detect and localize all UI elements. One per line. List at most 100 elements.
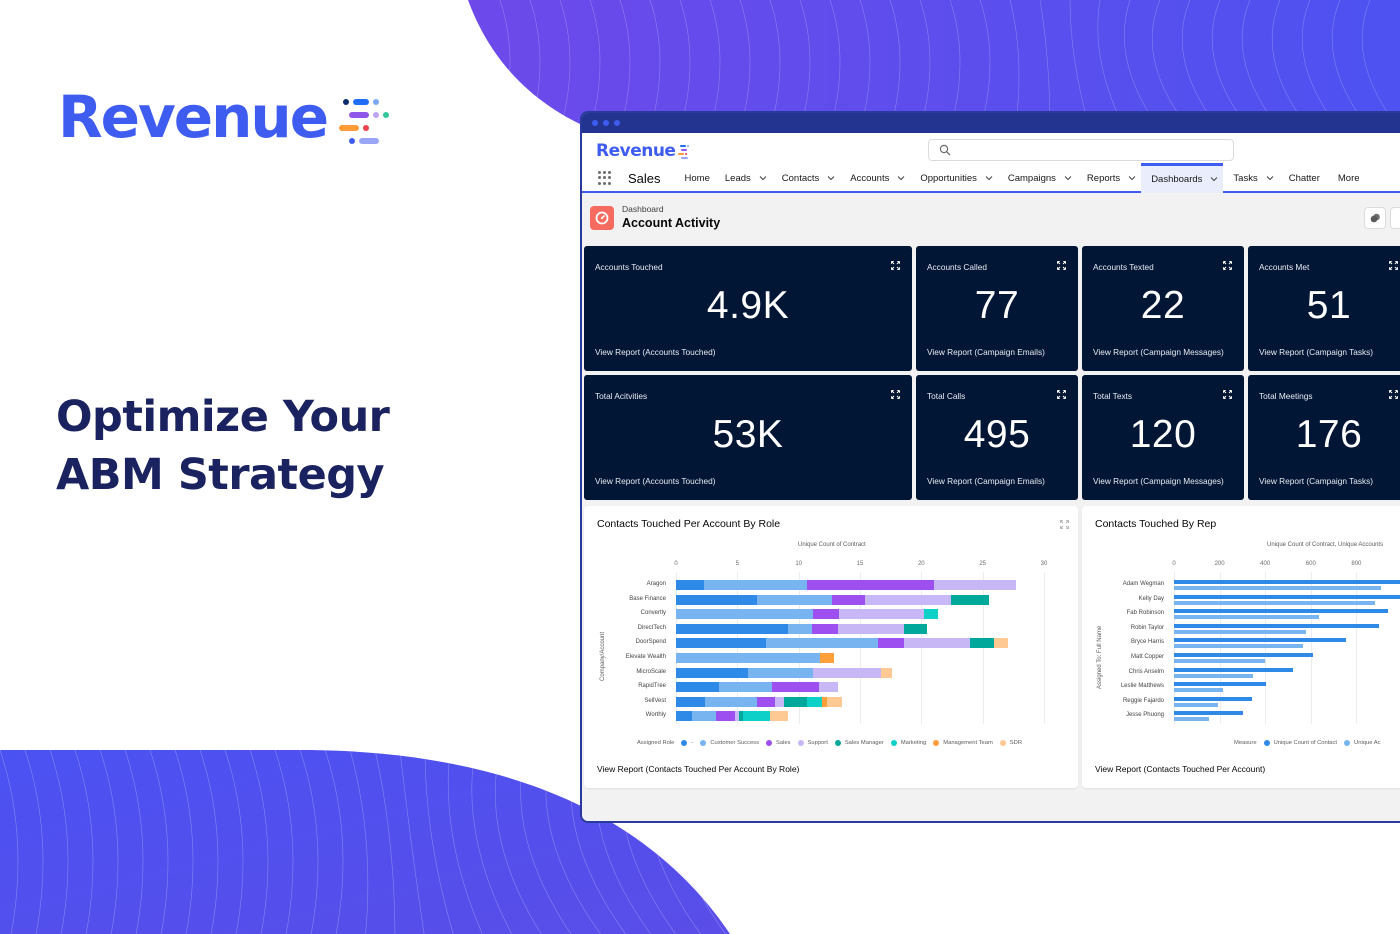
stacked-bar[interactable] — [676, 696, 842, 707]
bar-segment[interactable] — [765, 638, 879, 649]
expand-icon[interactable] — [1060, 520, 1069, 529]
bar[interactable] — [1174, 615, 1320, 620]
bar[interactable] — [1174, 688, 1224, 693]
bar-segment[interactable] — [676, 653, 820, 663]
metric-tile[interactable]: Total Acitvities 53K View Report (Accoun… — [584, 375, 912, 500]
view-report-link[interactable]: View Report (Campaign Messages) — [1093, 476, 1224, 486]
view-report-link[interactable]: View Report (Campaign Tasks) — [1259, 476, 1374, 486]
stacked-bar[interactable] — [676, 623, 928, 634]
breadcrumb[interactable]: Dashboard — [622, 204, 664, 214]
bar-segment[interactable] — [771, 682, 820, 693]
view-report-link[interactable]: View Report (Contacts Touched Per Accoun… — [1095, 764, 1266, 774]
bar-segment[interactable] — [676, 638, 766, 649]
bar[interactable] — [1174, 586, 1381, 590]
view-report-link[interactable]: View Report (Campaign Messages) — [1093, 347, 1224, 357]
legend-item[interactable]: Sales — [775, 740, 791, 746]
chevron-down-icon[interactable] — [1064, 174, 1072, 182]
expand-icon[interactable] — [1057, 261, 1066, 270]
bar-segment[interactable] — [775, 696, 784, 707]
metric-tile[interactable]: Accounts Touched 4.9K View Report (Accou… — [584, 246, 912, 371]
chevron-down-icon[interactable] — [1128, 174, 1136, 182]
bar-segment[interactable] — [878, 638, 905, 649]
bar-segment[interactable] — [676, 594, 757, 605]
metric-tile[interactable]: Accounts Texted 22 View Report (Campaign… — [1082, 246, 1244, 371]
expand-icon[interactable] — [891, 390, 900, 399]
bar-segment[interactable] — [770, 711, 788, 722]
bar[interactable] — [1174, 667, 1293, 672]
bar-segment[interactable] — [819, 682, 838, 693]
bar-segment[interactable] — [756, 696, 776, 707]
bar-segment[interactable] — [676, 711, 692, 722]
nav-tab-accounts[interactable]: Accounts — [840, 163, 910, 193]
bar-segment[interactable] — [676, 609, 814, 620]
metric-tile[interactable]: Total Meetings 176 View Report (Campaign… — [1248, 375, 1400, 500]
bar-segment[interactable] — [676, 623, 788, 634]
bar-segment[interactable] — [864, 594, 951, 605]
legend-item[interactable]: Management Team — [943, 740, 993, 746]
bar[interactable] — [1174, 696, 1252, 701]
bar[interactable] — [1174, 711, 1243, 716]
bar-segment[interactable] — [970, 638, 994, 649]
bar-segment[interactable] — [807, 696, 822, 707]
app-logo[interactable]: Revenue — [596, 141, 694, 161]
bar[interactable] — [1174, 623, 1380, 628]
expand-icon[interactable] — [1223, 390, 1232, 399]
bar-segment[interactable] — [923, 609, 939, 620]
bar[interactable] — [1174, 659, 1265, 663]
bar-segment[interactable] — [716, 711, 735, 722]
bar[interactable] — [1174, 629, 1307, 634]
chevron-down-icon[interactable] — [1210, 175, 1218, 183]
bar-segment[interactable] — [904, 638, 971, 649]
view-report-link[interactable]: View Report (Campaign Emails) — [927, 347, 1045, 357]
stacked-bar[interactable] — [676, 653, 835, 663]
legend-item[interactable]: Unique Ac — [1354, 740, 1381, 746]
chevron-down-icon[interactable] — [897, 174, 905, 182]
nav-tab-tasks[interactable]: Tasks — [1223, 163, 1278, 193]
legend-item[interactable]: Support — [807, 740, 828, 746]
legend-item[interactable]: Unique Count of Contact — [1273, 740, 1338, 746]
bar-segment[interactable] — [676, 580, 705, 590]
bar-segment[interactable] — [821, 696, 827, 707]
bar-segment[interactable] — [837, 623, 905, 634]
nav-tab-leads[interactable]: Leads — [715, 163, 772, 193]
bar-segment[interactable] — [748, 667, 814, 678]
bar-segment[interactable] — [676, 667, 749, 678]
bar-segment[interactable] — [718, 682, 772, 693]
legend-item[interactable]: Sales Manager — [844, 740, 884, 746]
bar-segment[interactable] — [676, 696, 706, 707]
stacked-bar[interactable] — [676, 580, 1016, 590]
bar-segment[interactable] — [756, 594, 832, 605]
nav-tab-more[interactable]: More — [1328, 163, 1365, 193]
expand-icon[interactable] — [1389, 390, 1398, 399]
nav-tab-opportunities[interactable]: Opportunities — [910, 163, 998, 193]
bar-segment[interactable] — [807, 580, 934, 590]
nav-tab-contacts[interactable]: Contacts — [772, 163, 841, 193]
metric-tile[interactable]: Accounts Called 77 View Report (Campaign… — [916, 246, 1078, 371]
bar-segment[interactable] — [743, 711, 771, 722]
expand-icon[interactable] — [1389, 261, 1398, 270]
app-launcher-icon[interactable] — [598, 171, 612, 185]
stacked-bar[interactable] — [676, 667, 892, 678]
legend-item[interactable]: - — [691, 740, 694, 746]
metric-tile[interactable]: Total Calls 495 View Report (Campaign Em… — [916, 375, 1078, 500]
bar[interactable] — [1174, 609, 1389, 614]
bar[interactable] — [1174, 673, 1254, 678]
bar-segment[interactable] — [950, 594, 989, 605]
bar-segment[interactable] — [819, 653, 835, 663]
chevron-down-icon[interactable] — [1266, 174, 1274, 182]
nav-tab-chatter[interactable]: Chatter — [1279, 163, 1328, 193]
stacked-bar[interactable] — [676, 594, 989, 605]
chevron-down-icon[interactable] — [985, 174, 993, 182]
chevron-down-icon[interactable] — [827, 174, 835, 182]
legend-item[interactable]: SDR — [1009, 740, 1023, 746]
bar[interactable] — [1174, 638, 1347, 643]
bar-segment[interactable] — [813, 609, 840, 620]
bar[interactable] — [1174, 702, 1219, 707]
stacked-bar[interactable] — [676, 682, 838, 693]
window-dot-icon[interactable] — [614, 120, 620, 126]
bar-segment[interactable] — [705, 696, 757, 707]
nav-tab-home[interactable]: Home — [675, 163, 715, 193]
bar-segment[interactable] — [904, 623, 928, 634]
nav-tab-campaigns[interactable]: Campaigns — [998, 163, 1077, 193]
bar-segment[interactable] — [738, 711, 744, 722]
